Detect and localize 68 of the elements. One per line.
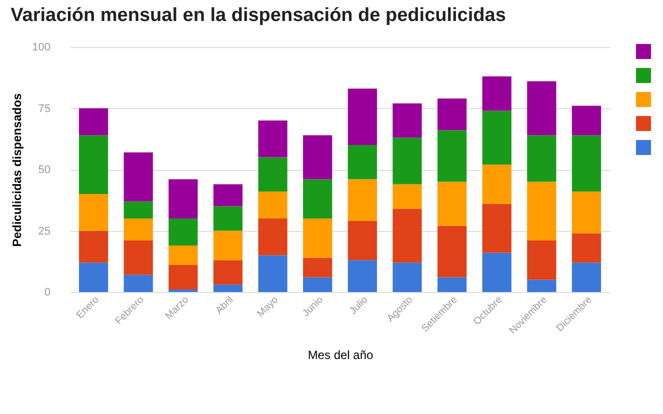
bar xyxy=(213,206,243,231)
bar xyxy=(78,135,108,194)
bar xyxy=(258,120,288,158)
bar xyxy=(527,135,556,182)
bar xyxy=(213,260,243,285)
bar xyxy=(527,280,556,292)
bar xyxy=(482,110,512,165)
bar xyxy=(78,262,108,292)
bar xyxy=(78,194,108,231)
bar xyxy=(392,208,422,263)
bar xyxy=(437,98,467,130)
bar xyxy=(392,262,422,292)
bar xyxy=(258,255,288,292)
bar xyxy=(527,81,556,136)
bar xyxy=(168,265,198,290)
y-tick-label: 75 xyxy=(38,102,50,115)
bar xyxy=(348,145,377,180)
y-axis-title: Pediculicidas dispensados xyxy=(10,92,24,247)
bar xyxy=(213,184,243,206)
bar xyxy=(78,230,108,263)
bar xyxy=(482,76,512,111)
bar xyxy=(572,233,602,263)
bar xyxy=(168,218,198,246)
bar xyxy=(437,182,467,226)
bar xyxy=(392,184,422,209)
bar xyxy=(527,240,556,280)
bar xyxy=(482,204,512,253)
bar xyxy=(258,157,288,192)
bar xyxy=(124,274,153,292)
bar xyxy=(437,226,467,278)
bar xyxy=(124,240,153,275)
y-tick-label: 0 xyxy=(44,286,50,298)
bar xyxy=(213,230,243,260)
x-axis-title: Mes del año xyxy=(308,348,374,362)
bar xyxy=(437,277,467,292)
bar xyxy=(482,252,512,292)
bar xyxy=(168,179,198,218)
bar xyxy=(168,245,198,266)
bar xyxy=(482,164,512,204)
x-tick-label: Julio xyxy=(348,294,370,317)
bar xyxy=(348,260,377,292)
bar xyxy=(303,218,332,258)
bar xyxy=(392,103,422,138)
bar xyxy=(303,277,332,292)
bar xyxy=(572,135,602,192)
y-tick-label: 100 xyxy=(32,42,50,54)
bar xyxy=(303,179,332,218)
bar xyxy=(348,88,377,145)
bar xyxy=(124,152,153,202)
bar xyxy=(392,138,422,184)
bar xyxy=(572,192,602,234)
chart-title: Variación mensual en la dispensación de pediculicidas xyxy=(10,5,506,26)
bar xyxy=(572,262,602,292)
bar xyxy=(348,220,377,260)
bar xyxy=(124,218,153,241)
bar xyxy=(572,106,602,136)
y-tick-label: 50 xyxy=(38,164,50,176)
bar xyxy=(527,182,556,241)
y-tick-label: 25 xyxy=(38,225,50,238)
bar xyxy=(437,130,467,182)
bar xyxy=(124,201,153,218)
bar xyxy=(303,135,332,180)
bar xyxy=(258,192,288,218)
bar xyxy=(303,258,332,278)
bar xyxy=(213,284,243,292)
bar xyxy=(258,218,288,256)
bar xyxy=(348,179,377,221)
bar xyxy=(78,108,108,136)
